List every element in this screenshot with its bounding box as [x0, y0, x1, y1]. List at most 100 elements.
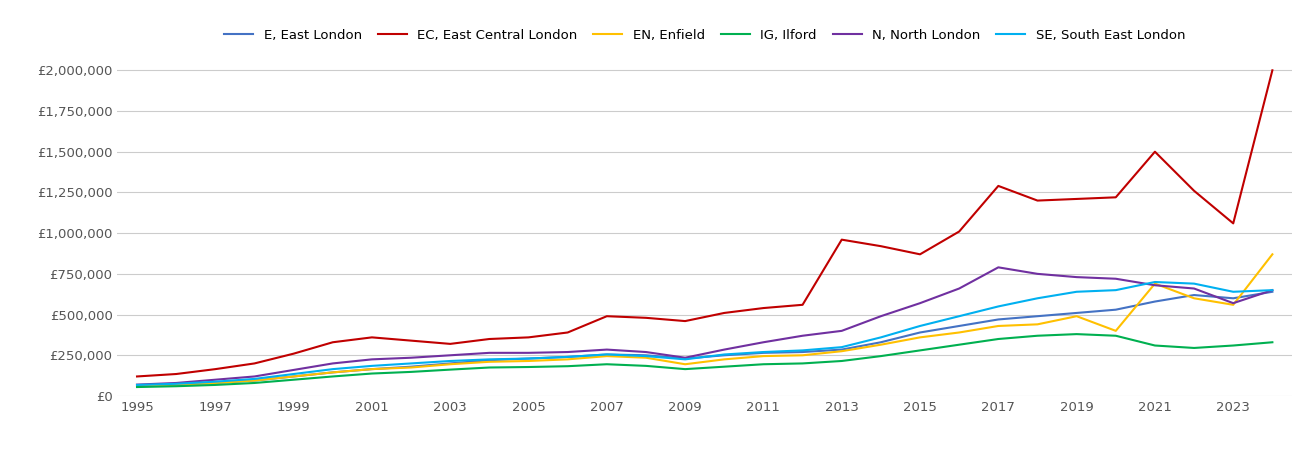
- IG, Ilford: [912, 348, 928, 353]
- IG, Ilford: [1030, 333, 1045, 338]
- IG, Ilford: [168, 383, 184, 389]
- SE, South East London: [599, 352, 615, 357]
- E, East London: [756, 350, 771, 356]
- N, North London: [1108, 276, 1124, 281]
- EN, Enfield: [482, 359, 497, 364]
- N, North London: [1186, 286, 1202, 291]
- IG, Ilford: [247, 380, 262, 386]
- SE, South East London: [1186, 281, 1202, 286]
- N, North London: [677, 355, 693, 360]
- SE, South East London: [912, 323, 928, 328]
- E, East London: [912, 330, 928, 335]
- N, North London: [1147, 283, 1163, 288]
- SE, South East London: [834, 344, 850, 350]
- N, North London: [207, 377, 223, 382]
- SE, South East London: [247, 376, 262, 382]
- Line: SE, South East London: SE, South East London: [137, 282, 1272, 385]
- E, East London: [990, 317, 1006, 322]
- SE, South East London: [325, 366, 341, 372]
- EC, East Central London: [951, 229, 967, 234]
- SE, South East London: [521, 356, 536, 361]
- E, East London: [560, 354, 576, 360]
- IG, Ilford: [286, 377, 301, 382]
- EN, Enfield: [1265, 252, 1280, 257]
- N, North London: [482, 350, 497, 356]
- EC, East Central London: [403, 338, 419, 343]
- EN, Enfield: [638, 355, 654, 360]
- Line: N, North London: N, North London: [137, 267, 1272, 385]
- EC, East Central London: [325, 340, 341, 345]
- SE, South East London: [951, 314, 967, 319]
- N, North London: [1225, 301, 1241, 306]
- EC, East Central London: [638, 315, 654, 320]
- N, North London: [325, 361, 341, 366]
- E, East London: [482, 357, 497, 363]
- EC, East Central London: [521, 335, 536, 340]
- EC, East Central London: [1147, 149, 1163, 154]
- SE, South East London: [1030, 296, 1045, 301]
- IG, Ilford: [873, 353, 889, 359]
- EC, East Central London: [677, 319, 693, 324]
- IG, Ilford: [716, 364, 732, 369]
- E, East London: [677, 356, 693, 361]
- EN, Enfield: [990, 323, 1006, 328]
- EN, Enfield: [756, 353, 771, 359]
- EN, Enfield: [442, 361, 458, 367]
- IG, Ilford: [364, 371, 380, 376]
- SE, South East London: [129, 382, 145, 387]
- EC, East Central London: [599, 314, 615, 319]
- SE, South East London: [1265, 288, 1280, 293]
- N, North London: [716, 347, 732, 352]
- SE, South East London: [873, 335, 889, 340]
- SE, South East London: [795, 348, 810, 353]
- IG, Ilford: [403, 369, 419, 374]
- IG, Ilford: [442, 367, 458, 372]
- E, East London: [1265, 289, 1280, 294]
- SE, South East London: [1108, 288, 1124, 293]
- IG, Ilford: [521, 364, 536, 370]
- N, North London: [795, 333, 810, 338]
- SE, South East London: [482, 357, 497, 362]
- EC, East Central London: [1186, 188, 1202, 194]
- SE, South East London: [638, 353, 654, 359]
- IG, Ilford: [129, 384, 145, 390]
- EN, Enfield: [873, 342, 889, 347]
- Legend: E, East London, EC, East Central London, EN, Enfield, IG, Ilford, N, North Londo: E, East London, EC, East Central London,…: [219, 23, 1190, 47]
- N, North London: [442, 353, 458, 358]
- N, North London: [873, 314, 889, 319]
- EN, Enfield: [286, 374, 301, 379]
- E, East London: [1186, 292, 1202, 298]
- IG, Ilford: [325, 374, 341, 379]
- N, North London: [1069, 274, 1084, 280]
- EC, East Central London: [482, 336, 497, 342]
- EC, East Central London: [795, 302, 810, 307]
- EC, East Central London: [560, 330, 576, 335]
- SE, South East London: [364, 363, 380, 369]
- SE, South East London: [442, 358, 458, 364]
- Line: E, East London: E, East London: [137, 292, 1272, 385]
- EC, East Central London: [364, 335, 380, 340]
- EC, East Central London: [1030, 198, 1045, 203]
- N, North London: [912, 301, 928, 306]
- EN, Enfield: [521, 358, 536, 364]
- E, East London: [168, 382, 184, 387]
- N, North London: [638, 349, 654, 355]
- IG, Ilford: [207, 382, 223, 387]
- EN, Enfield: [129, 382, 145, 388]
- N, North London: [286, 367, 301, 373]
- E, East London: [834, 347, 850, 352]
- EN, Enfield: [403, 365, 419, 370]
- EN, Enfield: [1186, 296, 1202, 301]
- N, North London: [129, 382, 145, 387]
- IG, Ilford: [1069, 331, 1084, 337]
- E, East London: [247, 378, 262, 383]
- EN, Enfield: [716, 357, 732, 362]
- EN, Enfield: [1030, 322, 1045, 327]
- EC, East Central London: [1225, 220, 1241, 226]
- EN, Enfield: [1147, 281, 1163, 286]
- E, East London: [325, 370, 341, 375]
- IG, Ilford: [1147, 343, 1163, 348]
- IG, Ilford: [1265, 340, 1280, 345]
- N, North London: [560, 349, 576, 355]
- N, North London: [599, 347, 615, 352]
